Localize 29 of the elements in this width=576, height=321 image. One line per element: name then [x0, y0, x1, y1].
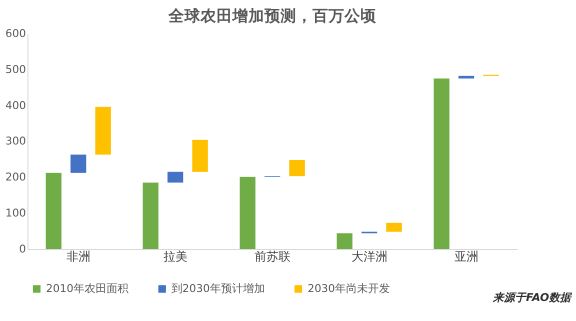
- legend-label: 2010年农田面积: [46, 282, 128, 295]
- bar: [336, 233, 352, 250]
- y-tick-label: 300: [5, 134, 26, 148]
- bar: [168, 172, 184, 183]
- bar: [386, 222, 402, 232]
- y-tick-label: 400: [5, 98, 26, 112]
- bar: [240, 176, 256, 250]
- bar: [458, 76, 474, 78]
- y-tick-label: 600: [5, 26, 26, 40]
- x-tick-label: 亚洲: [454, 249, 478, 264]
- bar: [142, 182, 158, 250]
- legend-label: 2030年尚未开发: [308, 282, 390, 295]
- x-tick-label: 大洋洲: [351, 249, 388, 264]
- bar: [95, 106, 111, 155]
- bar: [289, 160, 305, 176]
- x-tick-label: 前苏联: [254, 249, 290, 264]
- y-tick-label: 0: [19, 242, 26, 256]
- x-tick-label: 拉美: [163, 249, 188, 264]
- text: 来源于FAO数据: [492, 290, 574, 304]
- chart-title: 全球农田增加预测，百万公顷: [167, 6, 376, 25]
- x-tick-label: 非洲: [66, 249, 90, 264]
- legend-label: 到2030年预计增加: [171, 282, 265, 295]
- bar: [70, 154, 86, 173]
- bar: [434, 78, 450, 250]
- bar: [192, 140, 208, 172]
- y-tick-label: 200: [5, 170, 26, 184]
- y-tick-label: 500: [5, 62, 26, 76]
- bar: [46, 172, 62, 250]
- y-tick-label: 100: [5, 206, 26, 220]
